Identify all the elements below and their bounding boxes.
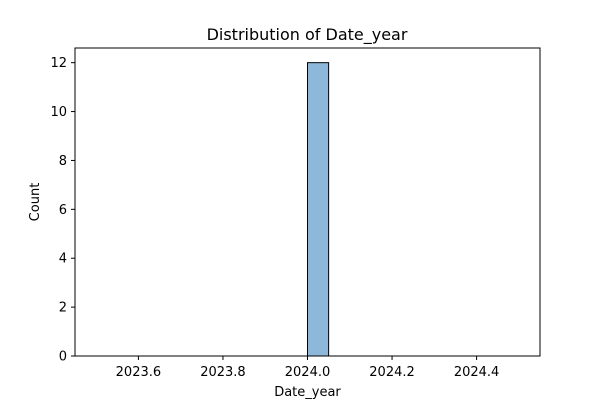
histogram-bar: [307, 62, 330, 357]
y-tick-label: 0: [59, 350, 67, 365]
y-axis-label: Count: [28, 183, 43, 222]
x-tick-label: 2024.4: [454, 365, 500, 380]
x-tick-label: 2023.6: [116, 365, 162, 380]
y-tick-label: 2: [59, 301, 67, 316]
x-tick-label: 2023.8: [200, 365, 246, 380]
y-tick-label: 12: [50, 56, 67, 71]
y-tick-label: 8: [59, 154, 67, 169]
x-axis-ticks: 2023.6 2023.8 2024.0 2024.2 2024.4: [116, 356, 500, 380]
y-tick-label: 4: [59, 252, 67, 267]
chart-title: Distribution of Date_year: [207, 25, 408, 45]
plot-frame: [74, 47, 541, 357]
histogram-bars: [96, 62, 519, 357]
x-axis-label: Date_year: [274, 385, 341, 400]
y-tick-label: 10: [50, 105, 67, 120]
y-axis-ticks: 0 2 4 6 8 10 12: [50, 56, 75, 365]
x-tick-label: 2024.0: [285, 365, 331, 380]
x-tick-label: 2024.2: [369, 365, 415, 380]
y-tick-label: 6: [59, 203, 67, 218]
